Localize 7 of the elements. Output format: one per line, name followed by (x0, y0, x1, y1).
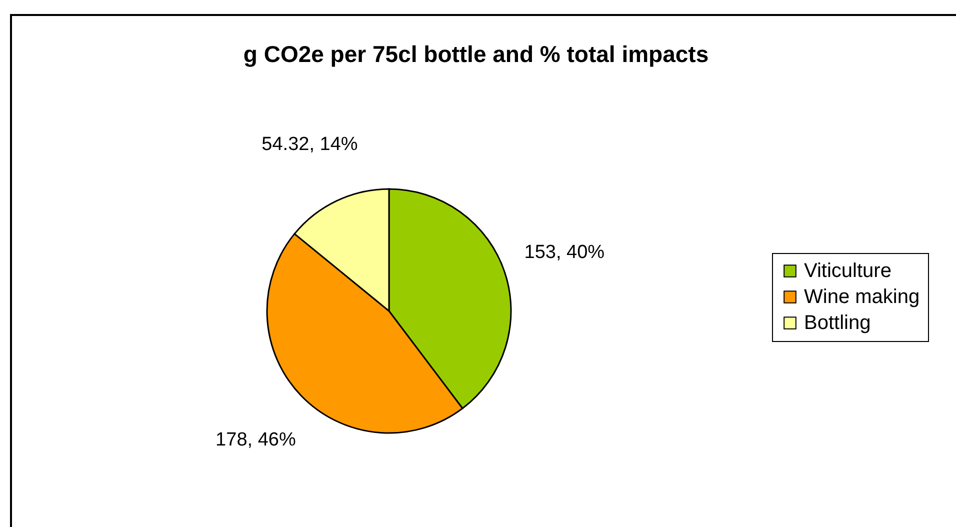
legend-label: Viticulture (804, 260, 892, 282)
data-label: 153, 40% (524, 242, 605, 264)
legend-label: Wine making (804, 286, 920, 308)
data-label: 54.32, 14% (262, 134, 358, 155)
legend-label: Bottling (804, 312, 871, 334)
chart-title: g CO2e per 75cl bottle and % total impacts (243, 41, 709, 67)
data-label: 178, 46% (216, 429, 296, 450)
